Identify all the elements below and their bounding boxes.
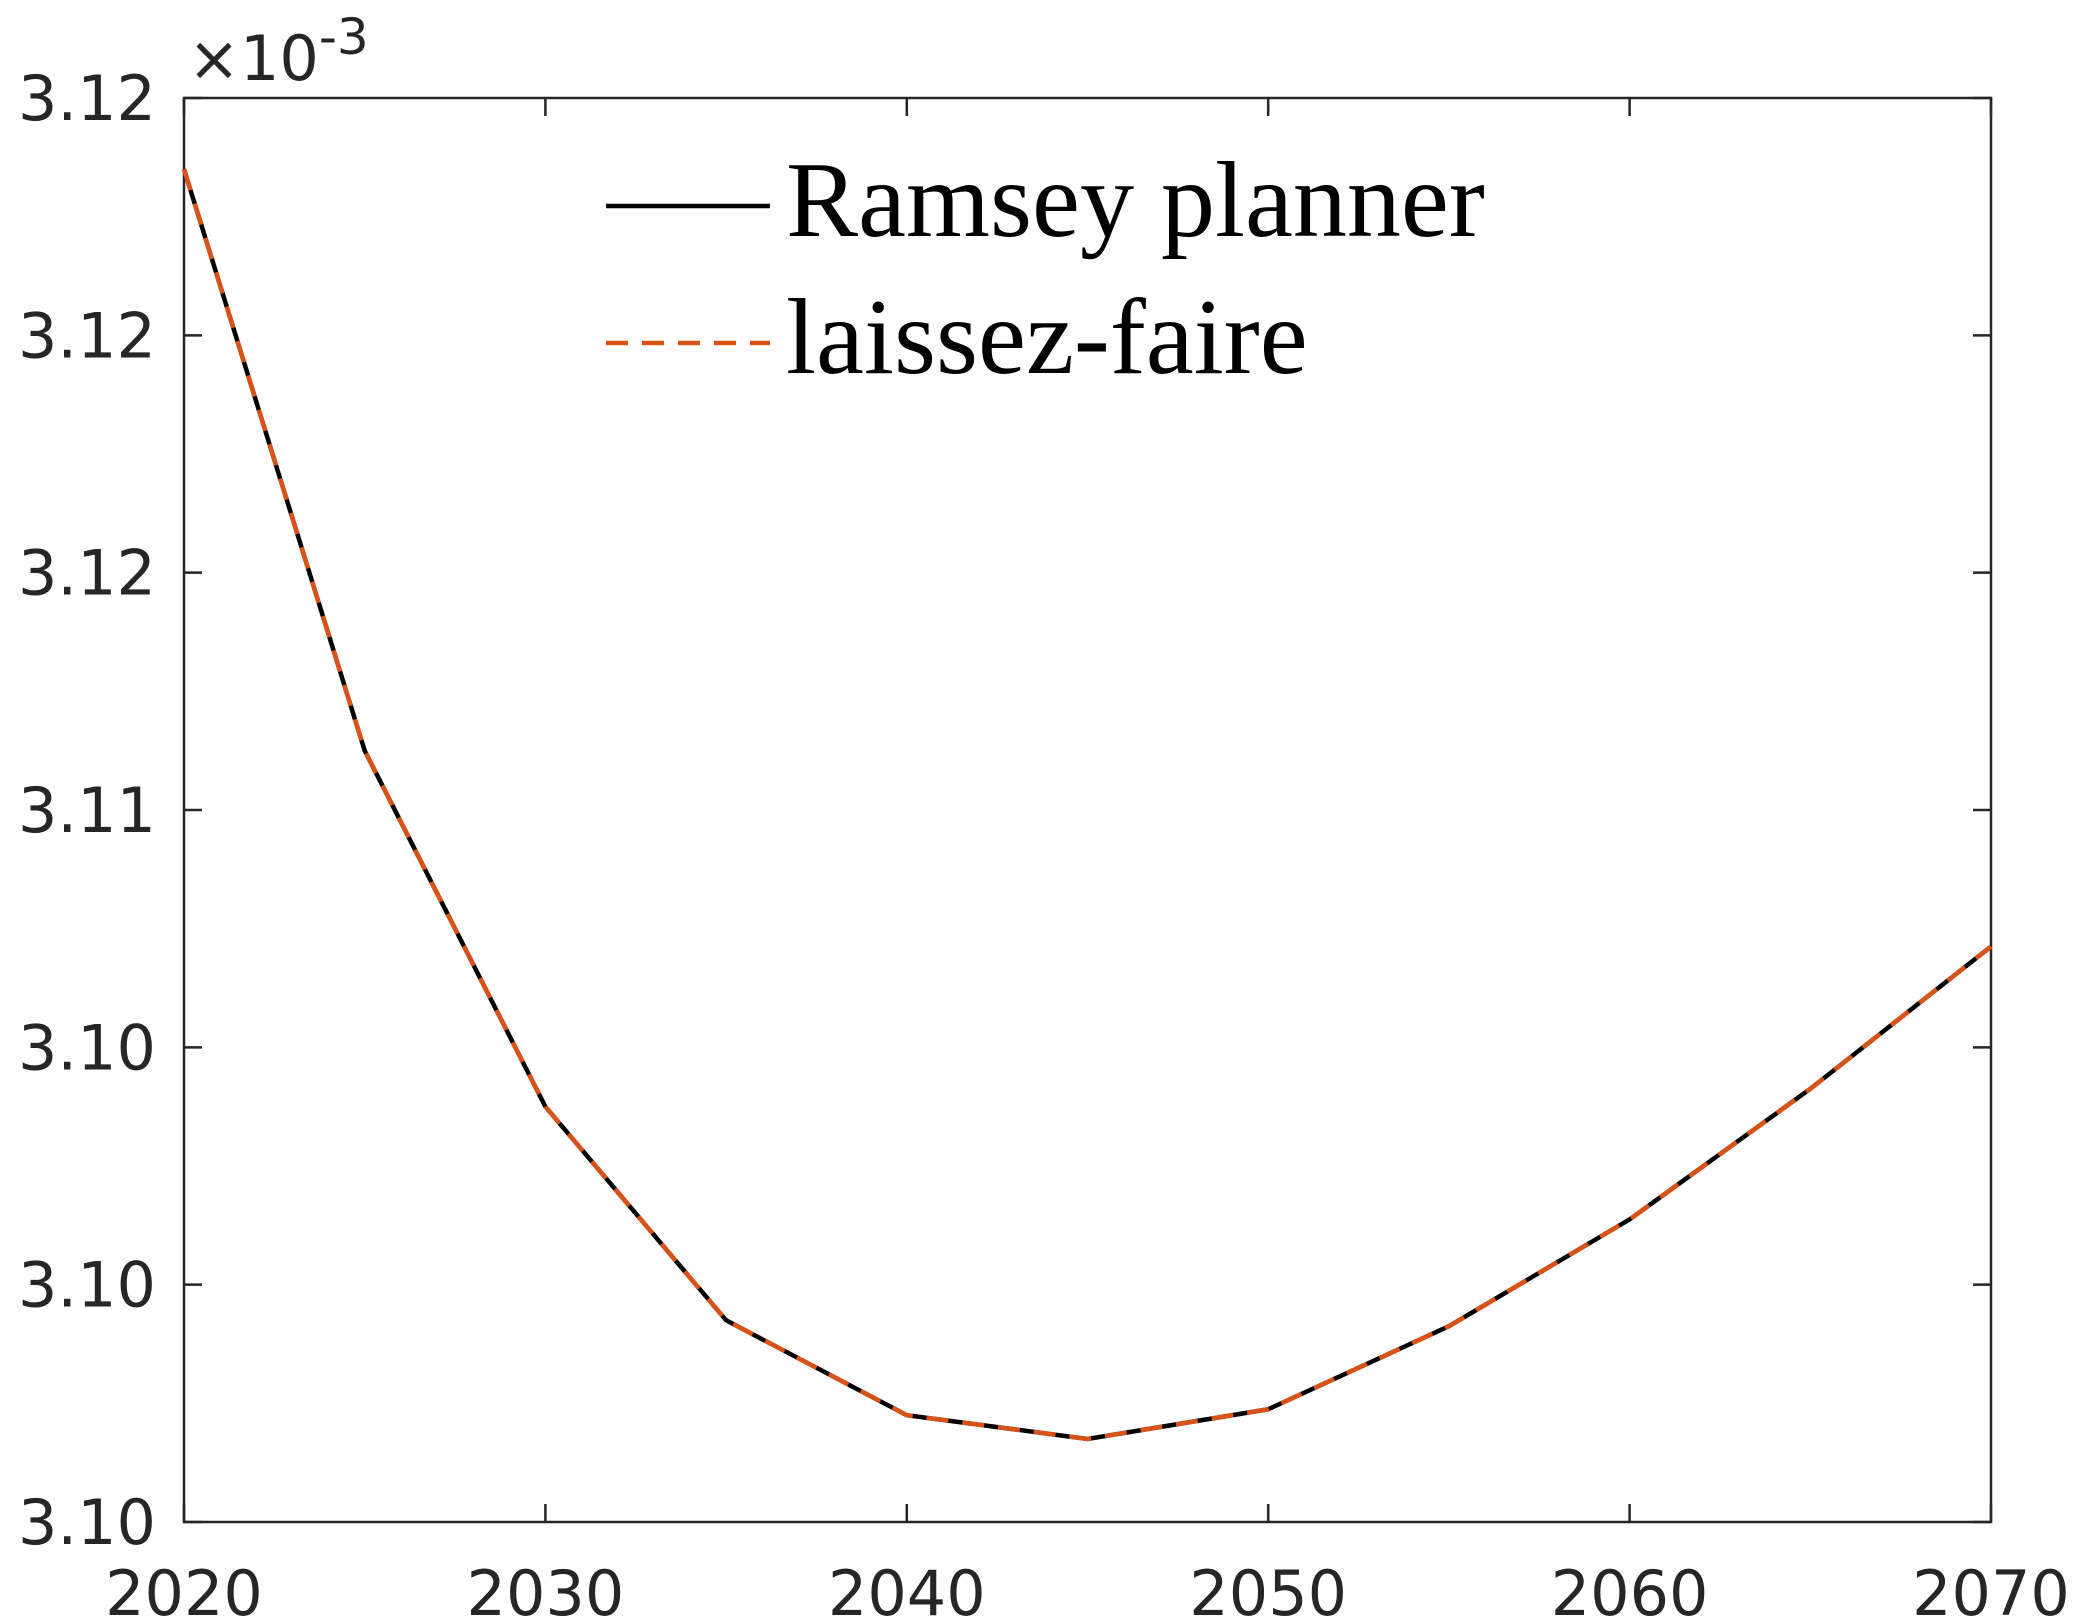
y-tick-label: 3.12 — [18, 537, 156, 610]
x-tick-label: 2040 — [828, 1557, 986, 1622]
y-tick-label: 3.10 — [18, 1249, 156, 1322]
y-tick-label: 3.12 — [18, 62, 156, 135]
y-multiplier: ×10-3 — [188, 8, 369, 95]
line-series — [181, 168, 1993, 1442]
x-tick-label: 2030 — [467, 1557, 625, 1622]
y-multiplier-exponent: -3 — [319, 8, 369, 66]
x-tick-label: 2060 — [1551, 1557, 1709, 1622]
y-tick-label: 3.10 — [18, 1011, 156, 1084]
x-tick-label: 2070 — [1912, 1557, 2070, 1622]
y-tick-label: 3.11 — [18, 774, 156, 847]
plot-area — [182, 96, 1993, 1524]
legend-label: laissez-faire — [786, 278, 1308, 397]
legend-label: Ramsey planner — [786, 141, 1485, 260]
y-tick-label: 3.10 — [18, 1486, 156, 1559]
x-tick-label: 2020 — [105, 1557, 263, 1622]
y-tick-label: 3.12 — [18, 299, 156, 372]
x-tick-label: 2050 — [1189, 1557, 1347, 1622]
